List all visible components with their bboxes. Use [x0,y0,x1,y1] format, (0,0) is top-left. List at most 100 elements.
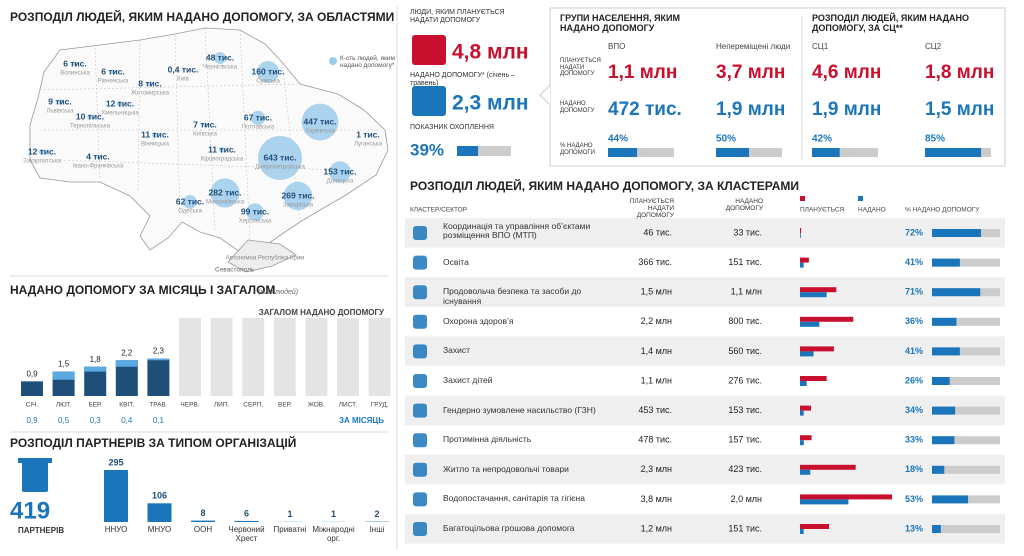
percent-value: 72% [905,227,923,237]
column-header: СЦ1 [812,42,829,51]
reached-value: 151 тис. [728,523,762,533]
region-name: Волинська [60,71,90,77]
monthly-value: 0,4 [121,416,133,425]
region-value: 1 тис. [356,129,380,139]
partners-icon [18,458,52,492]
month-label: ВЕР. [278,402,292,409]
partners-total: 419 [10,497,50,524]
partner-bar [147,503,172,522]
region-bubble [367,134,369,136]
section-title: РОЗПОДІЛ ЛЮДЕЙ, ЯКИМ НАДАНО ДОПОМОГУ, ЗА… [10,9,394,24]
partner-value: 6 [244,508,249,518]
percent-value: 26% [905,375,923,385]
region-value: 9 тис. [48,96,72,106]
column-header: НАДАНО ДОПОМОГУ [725,198,763,213]
row-label: НАДАНО ДОПОМОГУ [560,101,595,114]
kf-label: ПОКАЗНИК ОХОПЛЕННЯ [410,124,494,131]
partner-value: 1 [331,509,336,519]
reached-value: 472 тис. [608,99,682,120]
partners-total-label: ПАРТНЕРІВ [18,526,64,535]
row-band [405,277,1005,307]
reached-bar [800,321,820,327]
percent-track [932,436,1000,445]
region-name: Івано-Франківська [73,164,124,170]
region-value: 0,4 тис. [168,64,199,74]
cluster-name: Захист дітей [443,375,493,385]
percent-bar [932,525,941,533]
section-title: ГРУПИ НАСЕЛЕННЯ, ЯКИМ НАДАНО ДОПОМОГУ [560,13,681,33]
cluster-icon [413,433,427,448]
percent-value: 34% [905,405,923,415]
series-label: ЗА МІСЯЦЬ [339,416,384,425]
unit-label: (млн людей) [258,288,298,296]
region-value: 48 тис. [206,52,234,62]
region-bubble [219,147,225,153]
region-bubble [213,51,227,65]
region-name: Сумська [256,79,280,85]
legend-swatch [800,196,805,201]
cluster-icon [413,255,427,270]
cluster-name: Продовольча безпека та засоби до існуван… [443,286,582,306]
region-value: 62 тис. [176,196,204,206]
monthly-bar [84,366,107,372]
monthly-value: 0,3 [90,416,102,425]
coverage-track [457,146,511,156]
total-value: 2,2 [121,348,133,357]
region-bubble [87,114,93,120]
percent-track [932,525,1000,533]
region-bubble [210,178,240,208]
cluster-name: Багатоцільова грошова допомога [443,523,575,533]
month-label: ЛИП. [214,402,230,409]
percent-bar [925,148,982,157]
planned-bar [800,435,812,441]
region-name: Львівська [47,109,75,115]
reached-value: 276 тис. [728,375,762,385]
planned-value: 1,8 млн [925,62,994,83]
region-value: 7 тис. [193,119,217,129]
column-header: Непереміщені люди [716,42,790,51]
region-bubble [182,69,184,71]
coverage-bar [457,146,479,156]
region-bubble [301,103,339,141]
planned-value: 2,3 млн [641,464,672,474]
partner-value: 8 [200,508,205,518]
legend-swatch [858,196,863,201]
planned-bar [800,494,892,500]
region-bubble [147,81,153,87]
percent-value: 18% [905,464,923,474]
partner-category: Приватні [273,525,307,534]
region-name: Київ [177,77,189,83]
cluster-icon [413,403,427,418]
region-bubble [202,122,208,128]
cluster-icon [413,492,427,507]
region-value: 447 тис. [303,116,336,126]
region-bubble [116,100,124,108]
month-label: ЧЕРВ. [180,402,199,409]
percent-track [932,258,1000,267]
region-value: 160 тис. [251,66,284,76]
percent-track [932,377,1000,385]
total-value: 2,3 [153,347,165,356]
region-name: Житомирська [131,91,170,97]
monthly-bar [147,358,170,361]
percent-value: 44% [608,134,628,145]
cluster-icon [413,344,427,359]
reached-bar [800,440,804,446]
kf-label: НАДАНО ДОПОМОГУ* (січень – травень) [410,72,515,87]
reached-bar [800,292,827,298]
region-value: 6 тис. [63,58,87,68]
cluster-icon [413,374,427,388]
placeholder-bar [305,318,328,396]
section-title: РОЗПОДІЛ ЛЮДЕЙ, ЯКИМ НАДАНО ДОПОМОГУ, ЗА… [410,178,799,193]
reached-value: 800 тис. [728,316,762,326]
percent-bar [932,406,956,415]
partner-category: ООН [193,525,213,534]
section-title: РОЗПОДІЛ ЛЮДЕЙ, ЯКИМ НАДАНО ДОПОМОГУ, ЗА… [812,13,970,33]
region-bubble [152,132,158,138]
people-icon [412,86,446,116]
region-bubble [246,203,264,221]
planned-value: 3,7 млн [716,62,785,83]
monthly-value: 0,1 [153,416,165,425]
